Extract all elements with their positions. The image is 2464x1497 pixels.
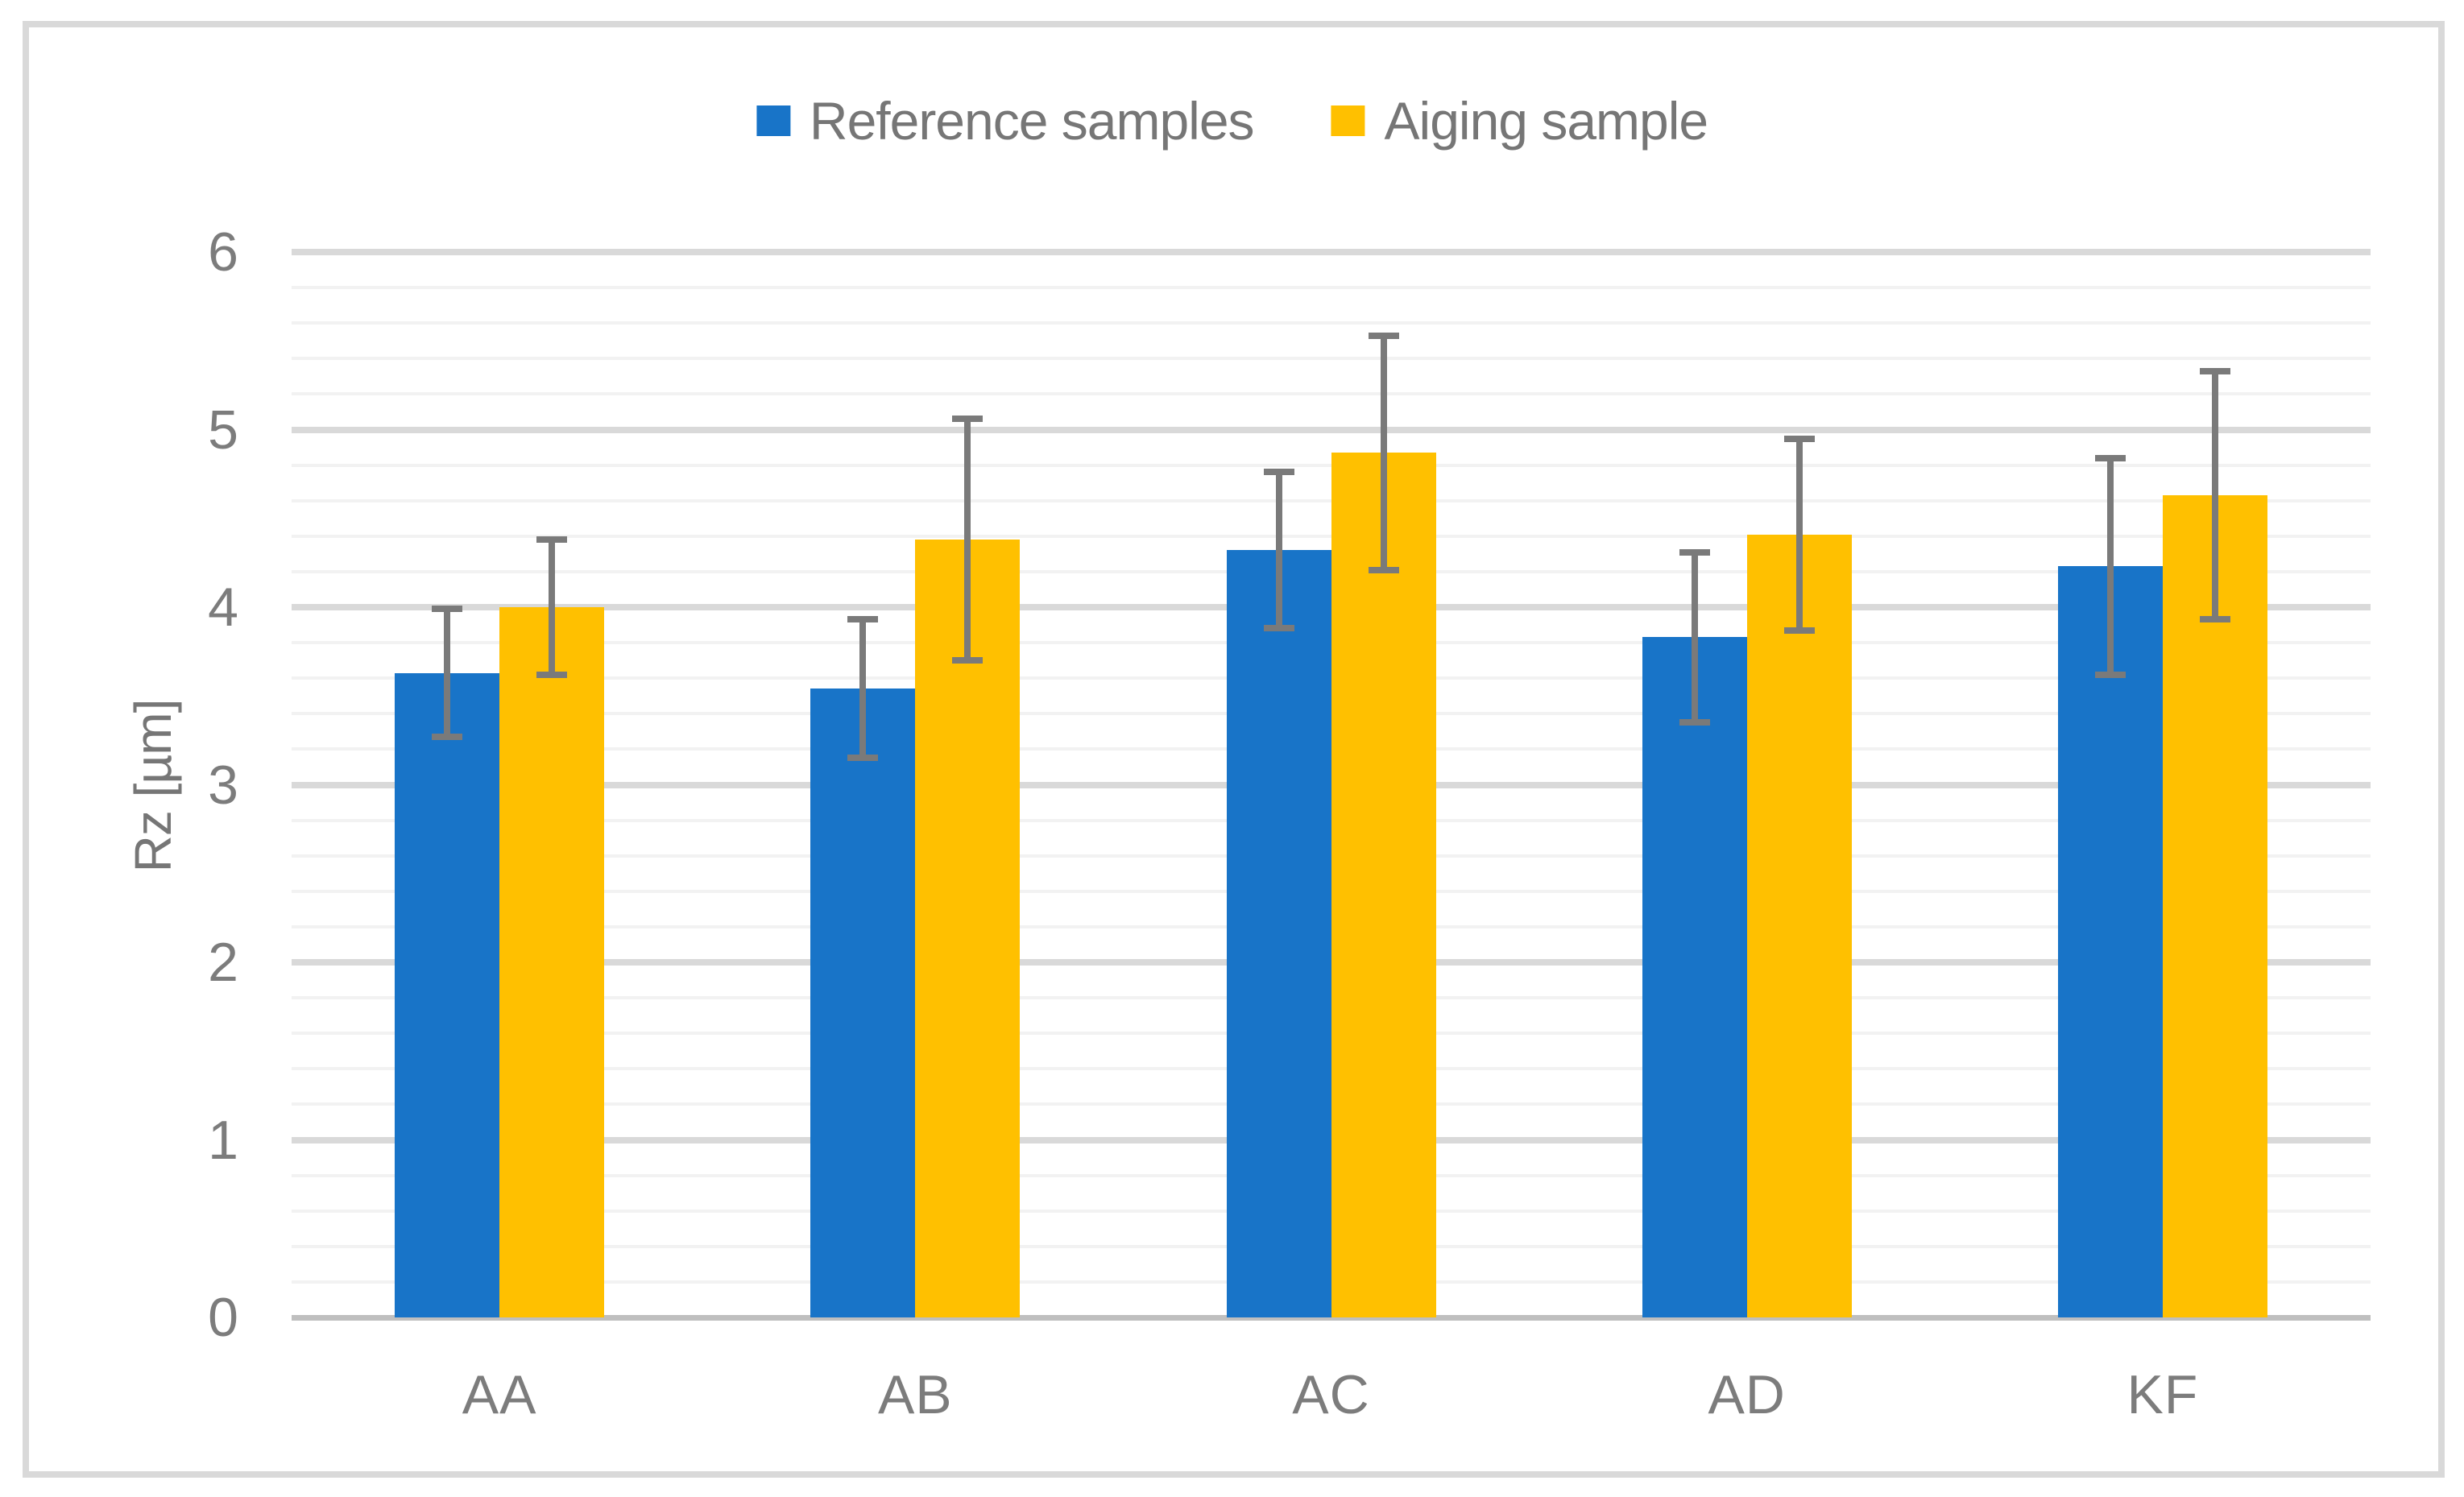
- gridline-minor: [292, 321, 2371, 325]
- bar-reference-AA: [395, 672, 500, 1317]
- gridline-minor: [292, 392, 2371, 396]
- gridline-major: [292, 426, 2371, 433]
- legend-item-reference-samples: Reference samples: [756, 90, 1255, 151]
- error-bar-line-KF: [2106, 457, 2114, 675]
- bar-aiging-AB: [915, 540, 1021, 1317]
- bar-aiging-AA: [499, 607, 605, 1317]
- error-bar-cap-bottom-AB: [952, 657, 984, 664]
- gridline-minor: [292, 357, 2371, 361]
- error-bar-cap-top-AB: [952, 416, 984, 423]
- y-tick-label: 0: [208, 1287, 238, 1348]
- x-axis-line: [292, 1315, 2371, 1321]
- error-bar-cap-top-AA: [536, 536, 568, 544]
- x-category-label: AA: [462, 1364, 537, 1425]
- error-bar-line-AC: [1275, 472, 1282, 629]
- x-category-label: AD: [1708, 1364, 1786, 1425]
- bar-reference-KF: [2057, 566, 2163, 1317]
- error-bar-cap-top-AD: [1679, 548, 1710, 556]
- bar-aiging-AC: [1331, 453, 1436, 1317]
- y-tick-label: 4: [208, 577, 238, 638]
- x-category-label: AC: [1292, 1364, 1370, 1425]
- error-bar-cap-top-AC: [1368, 332, 1399, 339]
- bar-aiging-AD: [1746, 534, 1852, 1317]
- error-bar-cap-top-KF: [2094, 454, 2126, 461]
- error-bar-line-AA: [444, 609, 451, 737]
- error-bar-cap-top-AC: [1263, 469, 1294, 476]
- error-bar-cap-bottom-AB: [847, 755, 879, 762]
- error-bar-line-AB: [964, 419, 971, 661]
- error-bar-cap-bottom-AD: [1679, 719, 1710, 726]
- error-bar-line-KF: [2211, 370, 2218, 620]
- error-bar-cap-bottom-AC: [1263, 625, 1294, 632]
- legend-label-reference-samples: Reference samples: [809, 91, 1255, 151]
- bar-aiging-KF: [2162, 495, 2267, 1317]
- error-bar-cap-top-AB: [847, 616, 879, 623]
- error-bar-cap-bottom-AA: [432, 733, 463, 740]
- x-category-label: KF: [2126, 1364, 2199, 1425]
- y-tick-label: 1: [208, 1109, 238, 1171]
- y-tick-label: 3: [208, 754, 238, 816]
- error-bar-cap-top-AD: [1783, 435, 1815, 442]
- x-category-label: AB: [877, 1364, 953, 1425]
- error-bar-line-AA: [549, 540, 556, 675]
- error-bar-cap-bottom-AA: [536, 671, 568, 678]
- error-bar-line-AD: [1691, 552, 1698, 723]
- y-tick-label: 5: [208, 399, 238, 461]
- legend-swatch-aiging-sample: [1331, 105, 1365, 136]
- gridline-minor: [292, 286, 2371, 290]
- bar-reference-AD: [1642, 637, 1747, 1317]
- bar-reference-AB: [810, 689, 916, 1317]
- error-bar-cap-bottom-KF: [2094, 671, 2126, 678]
- error-bar-line-AC: [1380, 335, 1387, 570]
- legend: Reference samples Aiging sample: [756, 90, 1708, 151]
- figure-border: [23, 21, 2445, 1478]
- error-bar-cap-bottom-KF: [2199, 616, 2230, 623]
- legend-item-aiging-sample: Aiging sample: [1331, 90, 1708, 151]
- error-bar-cap-top-AA: [432, 606, 463, 613]
- y-tick-label: 6: [208, 221, 238, 283]
- bar-reference-AC: [1226, 550, 1331, 1317]
- error-bar-cap-top-KF: [2199, 367, 2230, 374]
- legend-label-aiging-sample: Aiging sample: [1384, 91, 1709, 151]
- gridline-major: [292, 249, 2371, 255]
- legend-swatch-reference-samples: [756, 105, 790, 136]
- error-bar-line-AB: [859, 619, 867, 759]
- error-bar-cap-bottom-AD: [1783, 627, 1815, 634]
- error-bar-cap-bottom-AC: [1368, 566, 1399, 573]
- y-tick-label: 2: [208, 932, 238, 993]
- error-bar-line-AD: [1795, 438, 1803, 631]
